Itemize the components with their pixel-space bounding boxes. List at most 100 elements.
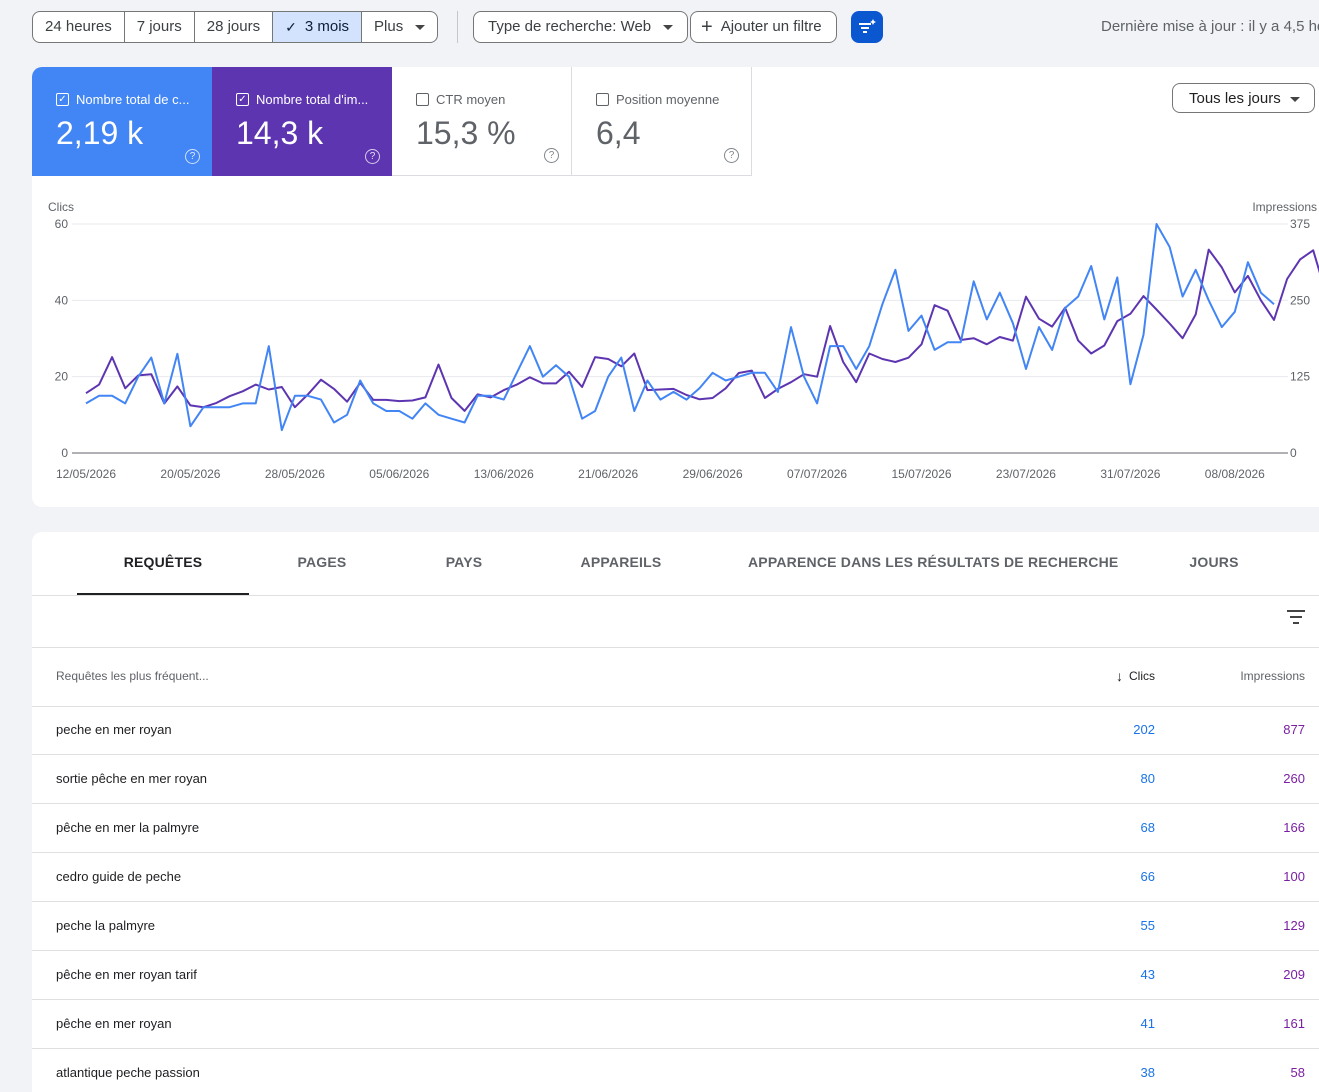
row-clicks: 41 xyxy=(1140,1016,1155,1031)
dimension-tabs: REQUÊTES PAGES PAYS APPAREILS APPARENCE … xyxy=(32,532,1319,596)
left-tick-label: 60 xyxy=(55,217,69,231)
granularity-label: Tous les jours xyxy=(1189,90,1281,107)
metric-position[interactable]: Position moyenne 6,4 ? xyxy=(572,67,752,176)
help-icon[interactable]: ? xyxy=(365,149,380,164)
x-tick-label: 05/06/2026 xyxy=(369,467,429,481)
row-query: pêche en mer royan xyxy=(56,1016,172,1031)
row-clicks: 66 xyxy=(1140,869,1155,884)
x-tick-label: 21/06/2026 xyxy=(578,467,638,481)
metric-impressions[interactable]: ✓ Nombre total d'im... 14,3 k ? xyxy=(212,67,392,176)
granularity-select[interactable]: Tous les jours xyxy=(1172,83,1315,113)
arrow-down-icon: ↓ xyxy=(1116,668,1123,684)
table-row[interactable]: cedro guide de peche 66 100 xyxy=(32,852,1319,902)
table-row[interactable]: peche en mer royan 202 877 xyxy=(32,705,1319,755)
plus-icon: + xyxy=(701,16,713,38)
range-more-label: Plus xyxy=(374,18,404,35)
right-axis-title: Impressions xyxy=(1252,200,1317,214)
x-tick-label: 20/05/2026 xyxy=(160,467,220,481)
toolbar-divider xyxy=(457,11,458,43)
right-tick-label: 375 xyxy=(1290,217,1310,231)
x-tick-label: 12/05/2026 xyxy=(56,467,116,481)
performance-chart: Clics Impressions 0 0 20 125 40 250 60 375 12/05/2… xyxy=(48,200,1319,481)
metric-position-label: Position moyenne xyxy=(616,92,720,107)
metric-ctr[interactable]: CTR moyen 15,3 % ? xyxy=(392,67,572,176)
header-clicks-label: Clics xyxy=(1129,669,1155,683)
x-tick-label: 28/05/2026 xyxy=(265,467,325,481)
row-impressions: 166 xyxy=(1283,820,1305,835)
table-filter-icon[interactable] xyxy=(1287,610,1305,626)
metric-ctr-label: CTR moyen xyxy=(436,92,506,107)
row-impressions: 100 xyxy=(1283,869,1305,884)
row-query: peche en mer royan xyxy=(56,722,172,737)
x-tick-label: 08/08/2026 xyxy=(1205,467,1265,481)
filter-compare-button[interactable] xyxy=(851,11,883,43)
row-impressions: 161 xyxy=(1283,1016,1305,1031)
help-icon[interactable]: ? xyxy=(724,148,739,163)
x-tick-label: 31/07/2026 xyxy=(1100,467,1160,481)
header-queries[interactable]: Requêtes les plus fréquent... xyxy=(56,669,209,683)
row-query: cedro guide de peche xyxy=(56,869,182,884)
row-impressions: 58 xyxy=(1290,1065,1305,1080)
check-icon: ✓ xyxy=(285,19,297,35)
dimension-table-card: REQUÊTES PAGES PAYS APPAREILS APPARENCE … xyxy=(32,532,1319,1092)
add-filter-label: Ajouter un filtre xyxy=(720,18,822,35)
help-icon[interactable]: ? xyxy=(185,149,200,164)
caret-down-icon xyxy=(1290,97,1300,102)
table-row[interactable]: peche la palmyre 55 129 xyxy=(32,901,1319,951)
help-icon[interactable]: ? xyxy=(544,148,559,163)
left-tick-label: 40 xyxy=(55,293,69,307)
row-clicks: 38 xyxy=(1140,1065,1155,1080)
tab-days[interactable]: JOURS xyxy=(1189,554,1239,570)
caret-down-icon xyxy=(415,24,426,30)
performance-card: ✓ Nombre total de c... 2,19 k ? ✓ Nombre t… xyxy=(32,67,1319,507)
range-24h-label: 24 heures xyxy=(45,18,112,35)
metric-clicks-value: 2,19 k xyxy=(56,115,144,151)
range-3m-button[interactable]: ✓ 3 mois xyxy=(273,12,363,42)
metric-clicks-label-row: ✓ Nombre total de c... xyxy=(56,92,189,107)
filter-sparkle-icon xyxy=(859,19,876,33)
table-row[interactable]: sortie pêche en mer royan 80 260 xyxy=(32,754,1319,804)
x-tick-label: 23/07/2026 xyxy=(996,467,1056,481)
tab-countries[interactable]: PAYS xyxy=(445,554,483,570)
metric-impressions-label: Nombre total d'im... xyxy=(256,92,369,107)
table-row[interactable]: pêche en mer la palmyre 68 166 xyxy=(32,803,1319,853)
left-axis-title: Clics xyxy=(48,200,74,214)
metric-position-value: 6,4 xyxy=(596,115,641,151)
table-row[interactable]: pêche en mer royan 41 161 xyxy=(32,999,1319,1049)
right-tick-label: 125 xyxy=(1290,370,1310,384)
row-query: sortie pêche en mer royan xyxy=(56,771,208,786)
caret-down-icon xyxy=(663,24,674,30)
checkbox-checked-icon: ✓ xyxy=(56,93,69,106)
table-row[interactable]: pêche en mer royan tarif 43 209 xyxy=(32,950,1319,1000)
range-7d-button[interactable]: 7 jours xyxy=(125,12,195,42)
table-row[interactable]: atlantique peche passion 38 58 xyxy=(32,1048,1319,1092)
row-impressions: 209 xyxy=(1283,967,1305,982)
row-clicks: 43 xyxy=(1140,967,1155,982)
row-impressions: 129 xyxy=(1283,918,1305,933)
checkbox-empty-icon xyxy=(416,93,429,106)
row-query: peche la palmyre xyxy=(56,918,155,933)
metric-clicks[interactable]: ✓ Nombre total de c... 2,19 k ? xyxy=(32,67,212,176)
range-3m-label: 3 mois xyxy=(304,18,350,35)
right-tick-label: 0 xyxy=(1290,446,1297,460)
metric-clicks-label: Nombre total de c... xyxy=(76,92,190,107)
tab-queries[interactable]: REQUÊTES xyxy=(77,532,249,595)
right-tick-label: 250 xyxy=(1290,293,1310,307)
range-24h-button[interactable]: 24 heures xyxy=(33,12,125,42)
range-28d-label: 28 jours xyxy=(206,18,261,35)
impressions-series-line xyxy=(85,248,1319,412)
search-type-button[interactable]: Type de recherche: Web xyxy=(473,11,689,43)
left-tick-label: 0 xyxy=(61,446,68,460)
header-impressions[interactable]: Impressions xyxy=(1240,669,1305,683)
add-filter-button[interactable]: + Ajouter un filtre xyxy=(690,11,837,43)
tab-pages[interactable]: PAGES xyxy=(297,554,347,570)
row-impressions: 260 xyxy=(1283,771,1305,786)
header-clicks[interactable]: ↓ Clics xyxy=(1116,669,1155,683)
tab-devices[interactable]: APPAREILS xyxy=(580,554,662,570)
range-28d-button[interactable]: 28 jours xyxy=(195,12,274,42)
range-more-button[interactable]: Plus xyxy=(362,12,437,42)
tab-search-appearance[interactable]: APPARENCE DANS LES RÉSULTATS DE RECHERCH… xyxy=(748,554,1119,570)
row-query: atlantique peche passion xyxy=(56,1065,200,1080)
row-query: pêche en mer royan tarif xyxy=(56,967,197,982)
search-type-label: Type de recherche: Web xyxy=(488,18,652,35)
